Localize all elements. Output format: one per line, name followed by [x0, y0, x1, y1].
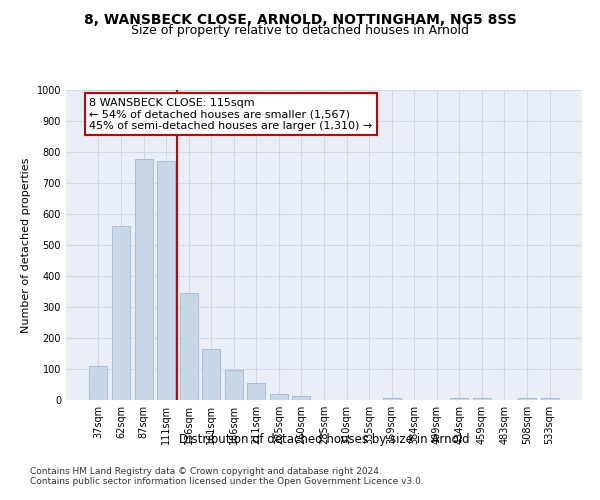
Bar — [134, 159, 152, 400]
Text: 8, WANSBECK CLOSE, ARNOLD, NOTTINGHAM, NG5 8SS: 8, WANSBECK CLOSE, ARNOLD, NOTTINGHAM, N… — [83, 12, 517, 26]
Bar — [450, 398, 469, 400]
Bar — [541, 398, 559, 400]
Y-axis label: Number of detached properties: Number of detached properties — [21, 158, 31, 332]
Text: Distribution of detached houses by size in Arnold: Distribution of detached houses by size … — [179, 432, 469, 446]
Bar — [247, 383, 265, 400]
Bar — [473, 398, 491, 400]
Bar — [157, 162, 175, 400]
Bar — [383, 398, 401, 400]
Bar — [270, 394, 288, 400]
Bar — [89, 366, 107, 400]
Bar — [518, 398, 536, 400]
Bar — [112, 226, 130, 400]
Text: Contains public sector information licensed under the Open Government Licence v3: Contains public sector information licen… — [30, 477, 424, 486]
Text: Contains HM Land Registry data © Crown copyright and database right 2024.: Contains HM Land Registry data © Crown c… — [30, 467, 382, 476]
Bar — [179, 293, 198, 400]
Bar — [225, 370, 243, 400]
Bar — [202, 349, 220, 400]
Text: Size of property relative to detached houses in Arnold: Size of property relative to detached ho… — [131, 24, 469, 37]
Text: 8 WANSBECK CLOSE: 115sqm
← 54% of detached houses are smaller (1,567)
45% of sem: 8 WANSBECK CLOSE: 115sqm ← 54% of detach… — [89, 98, 373, 131]
Bar — [292, 396, 310, 400]
